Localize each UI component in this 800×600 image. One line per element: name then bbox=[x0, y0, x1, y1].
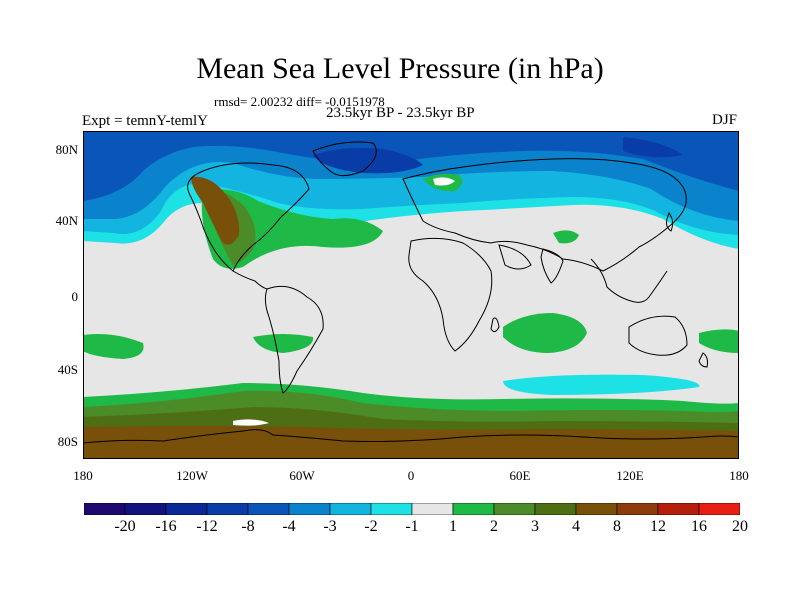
antarctica-coast bbox=[83, 429, 739, 444]
stats-line: rmsd= 2.00232 diff= -0.0151978 bbox=[214, 94, 385, 109]
arctic-minus8-contour bbox=[313, 147, 423, 174]
season-label: DJF bbox=[712, 112, 738, 128]
colorbar-box bbox=[247, 503, 290, 515]
central-america-coast bbox=[232, 270, 268, 290]
colorbar-label: -2 bbox=[364, 518, 378, 535]
colorbar-box bbox=[616, 503, 659, 515]
south-atlantic-plus2-contour bbox=[253, 334, 314, 353]
arctic-minus8-contour bbox=[623, 137, 683, 158]
colorbar-label: 12 bbox=[650, 518, 666, 535]
colorbar-box bbox=[329, 503, 372, 515]
colorbar-box bbox=[698, 503, 740, 515]
colorbar-box bbox=[124, 503, 167, 515]
colorbar-label: 16 bbox=[691, 518, 707, 535]
madagascar-coast bbox=[490, 317, 500, 333]
colorbar-box bbox=[657, 503, 700, 515]
antarctic-minus-patch bbox=[233, 419, 269, 426]
southeast-asia-coast bbox=[590, 258, 668, 303]
lat-label-0: 0 bbox=[71, 289, 79, 304]
lon-label-60w: 60W bbox=[289, 468, 315, 483]
australia-coast bbox=[628, 315, 688, 356]
colorbar-label: -12 bbox=[196, 518, 218, 535]
colorbar-box bbox=[452, 503, 495, 515]
colorbar-label: 20 bbox=[732, 518, 748, 535]
colorbar-box bbox=[165, 503, 208, 515]
lon-label-180w: 180 bbox=[73, 468, 93, 483]
lat-label-80n: 80N bbox=[55, 142, 78, 157]
africa-coast bbox=[408, 237, 493, 352]
south-pacific-plus2-contour bbox=[83, 334, 144, 359]
colorbar-label: -20 bbox=[114, 518, 136, 535]
colorbar-box bbox=[534, 503, 577, 515]
indian-ocean-plus2-contour bbox=[503, 313, 587, 353]
colorbar-label: 8 bbox=[613, 518, 621, 535]
new-zealand-coast bbox=[698, 352, 708, 368]
north-america-plus4-contour bbox=[191, 176, 240, 245]
colorbar bbox=[84, 503, 740, 515]
lat-label-40n: 40N bbox=[55, 213, 78, 228]
arctic-minus4-contour bbox=[83, 131, 739, 201]
greenland-coast bbox=[312, 141, 377, 177]
colorbar-label: -16 bbox=[155, 518, 177, 535]
antarctic-plus8-contour bbox=[83, 426, 739, 459]
lat-label-80s: 80S bbox=[57, 434, 78, 449]
lon-label-60e: 60E bbox=[509, 468, 531, 483]
arctic-plus-core bbox=[433, 177, 455, 186]
lon-label-120e: 120E bbox=[616, 468, 644, 483]
south-america-coast bbox=[264, 285, 324, 394]
map-frame bbox=[83, 131, 739, 459]
colorbar-label: -8 bbox=[241, 518, 255, 535]
colorbar-label: 4 bbox=[572, 518, 580, 535]
australia-plus2-contour bbox=[699, 329, 739, 353]
colorbar-label: -4 bbox=[282, 518, 296, 535]
colorbar-box bbox=[493, 503, 536, 515]
north-america-coast bbox=[187, 162, 310, 272]
lon-label-0: 0 bbox=[407, 468, 415, 483]
arctic-minus3-contour bbox=[83, 131, 739, 221]
colorbar-label: 2 bbox=[490, 518, 498, 535]
japan-coast bbox=[666, 211, 674, 232]
southern-ocean-minus1-contour bbox=[503, 374, 700, 395]
colorbar-box bbox=[575, 503, 618, 515]
colorbar-label: 3 bbox=[531, 518, 539, 535]
coastlines bbox=[83, 141, 739, 444]
lon-label-180e: 180 bbox=[729, 468, 749, 483]
colorbar-box bbox=[411, 503, 454, 515]
colorbar-box bbox=[206, 503, 249, 515]
colorbar-box bbox=[370, 503, 413, 515]
colorbar-box bbox=[84, 503, 126, 515]
colorbar-label: -1 bbox=[405, 518, 419, 535]
arabia-coast bbox=[498, 244, 532, 270]
period-label: 23.5kyr BP - 23.5kyr BP bbox=[326, 105, 475, 121]
colorbar-box bbox=[288, 503, 331, 515]
eurasia-coast bbox=[402, 158, 687, 272]
lon-label-120w: 120W bbox=[176, 468, 208, 483]
lat-label-40s: 40S bbox=[57, 362, 78, 377]
colorbar-label: -3 bbox=[323, 518, 337, 535]
pressure-map bbox=[83, 131, 739, 459]
asia-plus2-contour bbox=[553, 230, 579, 244]
india-coast bbox=[540, 248, 564, 284]
colorbar-label: 1 bbox=[449, 518, 457, 535]
map-title: Mean Sea Level Pressure (in hPa) bbox=[196, 52, 604, 85]
experiment-label: Expt = temnY-temlY bbox=[82, 113, 208, 129]
